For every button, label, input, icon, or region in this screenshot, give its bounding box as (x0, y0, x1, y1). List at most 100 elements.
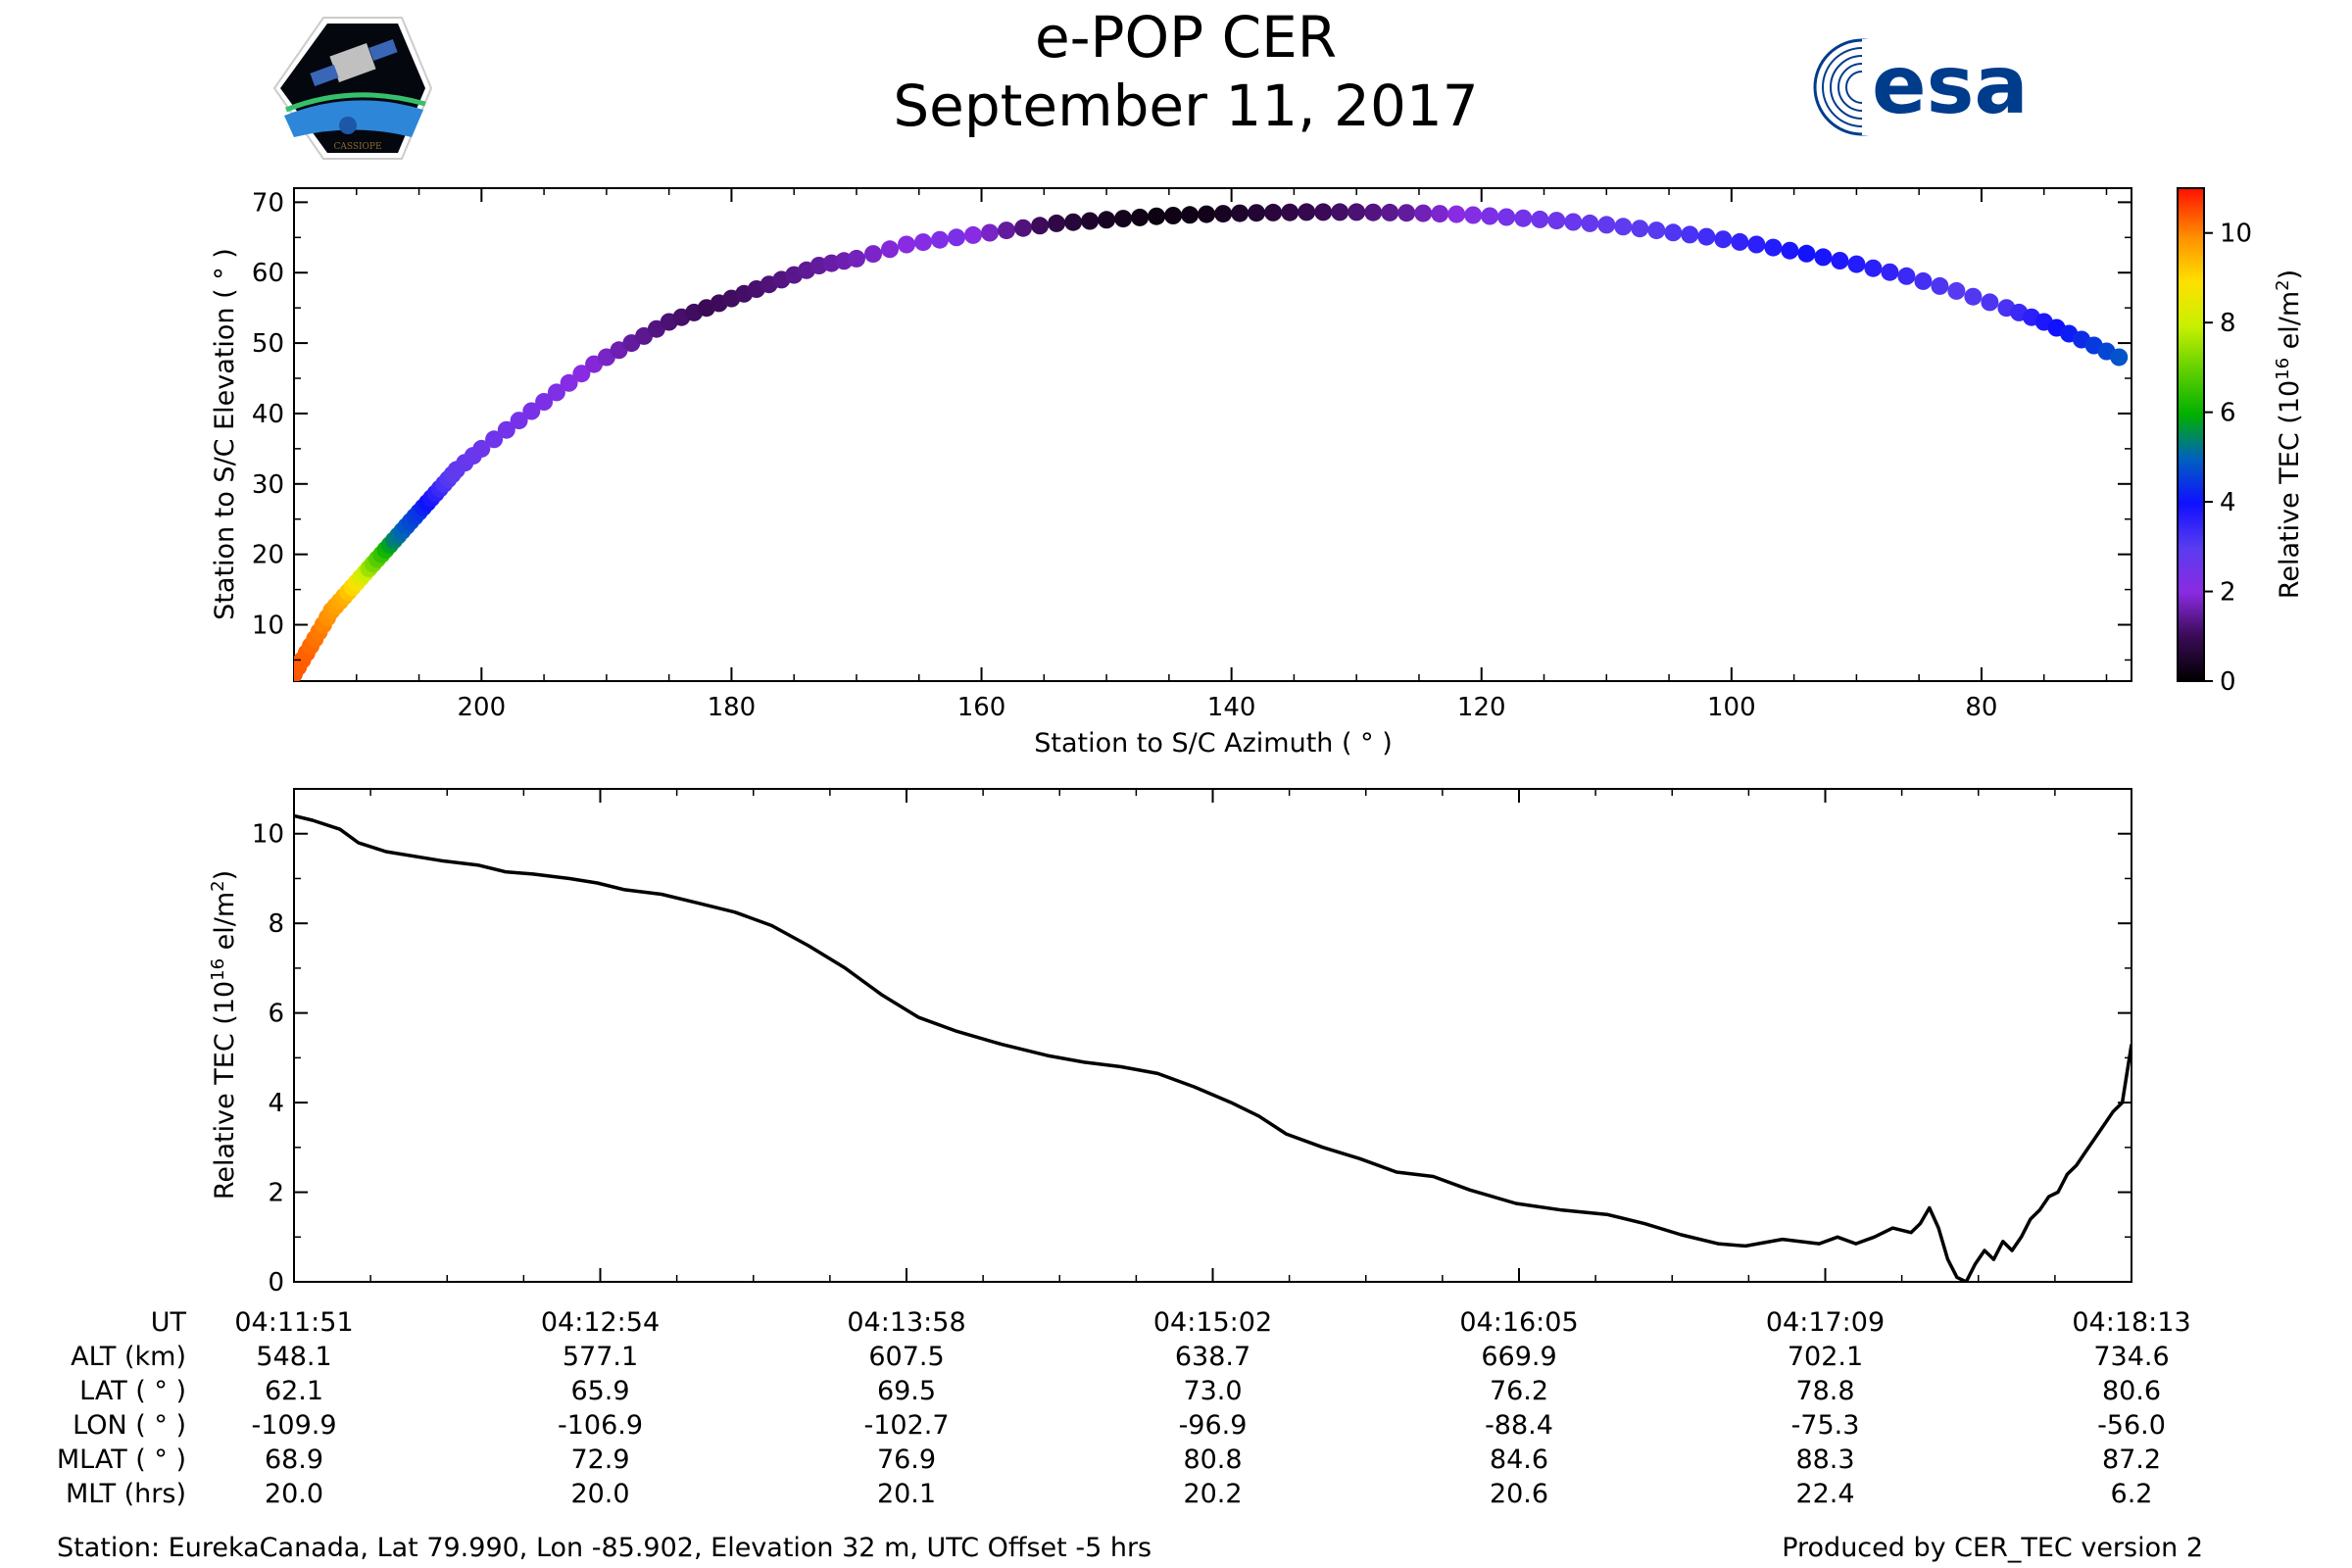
scatter-point (1597, 216, 1616, 234)
scatter-point (522, 402, 541, 420)
table-cell: 20.2 (1183, 1479, 1242, 1509)
top-x-tick-label: 100 (1707, 693, 1756, 722)
table-cell: 04:16:05 (1459, 1307, 1578, 1338)
scatter-point (472, 439, 491, 458)
scatter-point (1431, 205, 1449, 223)
table-cell: 88.3 (1795, 1445, 1854, 1475)
bottom-ylabel-close: ) (210, 870, 240, 881)
top-chart-ticks: 200 180 160 140 120 100 80 10 20 30 40 50 60 70 (252, 188, 2132, 722)
top-y-tick-label: 30 (252, 470, 284, 500)
table-cell: 20.0 (265, 1479, 323, 1509)
bottom-y-tick-label: 0 (268, 1268, 284, 1298)
table-cell: 20.0 (570, 1479, 629, 1509)
scatter-point (1631, 220, 1649, 238)
colorbar-label-close: ) (2275, 270, 2305, 280)
scatter-point (560, 373, 578, 392)
scatter-point (1314, 203, 1333, 221)
scatter-point (497, 420, 515, 439)
colorbar-label-exp2: 2 (2273, 279, 2293, 290)
scatter-point (1964, 287, 1983, 306)
scatter-point (981, 223, 999, 242)
scatter-point (1397, 204, 1416, 222)
table-row-label: LON ( ° ) (73, 1410, 186, 1441)
top-x-tick-label: 140 (1207, 693, 1256, 722)
scatter-point (931, 230, 949, 249)
scatter-point (1364, 203, 1383, 221)
scatter-point (864, 245, 882, 264)
table-cell: 84.6 (1490, 1445, 1548, 1475)
scatter-point (572, 365, 591, 383)
table-cell: 607.5 (868, 1342, 944, 1372)
table-cell: 734.6 (2093, 1342, 2169, 1372)
table-cell: -102.7 (863, 1410, 949, 1441)
table-row-label: UT (151, 1307, 187, 1338)
scatter-point (1781, 241, 1799, 260)
scatter-point (1148, 207, 1166, 225)
ephemeris-table: UT 04:11:51 04:12:54 04:13:58 04:15:02 04:16:… (57, 1307, 2191, 1509)
scatter-point (1114, 210, 1133, 228)
top-y-tick-label: 60 (252, 259, 284, 288)
scatter-point (1747, 235, 1766, 254)
colorbar-tick-label: 0 (2220, 667, 2236, 697)
colorbar-tick-label: 8 (2220, 309, 2236, 338)
scatter-point (1697, 227, 1716, 246)
scatter-point (2110, 348, 2129, 367)
table-cell: -109.9 (251, 1410, 336, 1441)
scatter-point (1814, 248, 1833, 267)
scatter-point (998, 221, 1015, 240)
scatter-point (1831, 252, 1849, 270)
colorbar-label-main: Relative TEC (10 (2275, 380, 2305, 599)
table-cell: -88.4 (1485, 1410, 1553, 1441)
scatter-point (898, 235, 915, 254)
table-cell: 04:18:13 (2072, 1307, 2190, 1338)
colorbar-tick-label: 2 (2220, 578, 2236, 608)
scatter-point (1614, 218, 1633, 236)
table-cell: 04:11:51 (234, 1307, 353, 1338)
colorbar-label: Relative TEC (1016 el/m2) (2273, 270, 2306, 599)
table-cell: 04:15:02 (1153, 1307, 1272, 1338)
bottom-ylabel-main: Relative TEC (10 (210, 981, 240, 1200)
scatter-point (1664, 223, 1683, 242)
tec-series-line (294, 813, 2132, 1282)
scatter-point (1214, 205, 1233, 223)
top-x-tick-label: 180 (708, 693, 757, 722)
table-row-label: LAT ( ° ) (79, 1376, 186, 1406)
top-y-tick-label: 40 (252, 400, 284, 429)
scatter-point (1331, 203, 1349, 221)
esa-logo-text: esa (1872, 39, 2029, 132)
top-y-tick-label: 70 (252, 188, 284, 218)
table-cell: -75.3 (1791, 1410, 1860, 1441)
table-cell: 6.2 (2111, 1479, 2153, 1509)
scatter-point (1298, 203, 1316, 221)
table-cell: 76.9 (877, 1445, 936, 1475)
table-row-label: MLAT ( ° ) (57, 1445, 186, 1475)
top-x-tick-label: 120 (1457, 693, 1506, 722)
scatter-point (848, 249, 865, 268)
table-cell: 80.6 (2102, 1376, 2161, 1406)
top-y-tick-label: 50 (252, 329, 284, 359)
table-cell: 04:12:54 (541, 1307, 660, 1338)
table-cell: 22.4 (1795, 1479, 1854, 1509)
scatter-point (1231, 204, 1250, 222)
table-cell: 73.0 (1183, 1376, 1242, 1406)
top-chart: 200 180 160 140 120 100 80 10 20 30 40 50 60 70 Stati… (210, 187, 2132, 759)
top-chart-xlabel: Station to S/C Azimuth ( ° ) (1034, 728, 1393, 759)
table-cell: 68.9 (265, 1445, 323, 1475)
scatter-point (1414, 204, 1433, 222)
scatter-point (1164, 207, 1183, 224)
table-cell: 702.1 (1788, 1342, 1863, 1372)
scatter-point (914, 233, 932, 252)
scatter-point (1981, 293, 1999, 312)
table-cell: 80.8 (1183, 1445, 1242, 1475)
colorbar-gradient (2177, 187, 2205, 682)
colorbar-label-unit: el/m (2275, 291, 2305, 358)
scatter-point (1797, 244, 1816, 263)
bottom-y-tick-label: 10 (252, 820, 284, 850)
scatter-point (1714, 230, 1733, 249)
scatter-point (1131, 208, 1150, 226)
scatter-point (1048, 214, 1066, 232)
bottom-chart-ylabel: Relative TEC (1016 el/m2) (208, 870, 241, 1200)
